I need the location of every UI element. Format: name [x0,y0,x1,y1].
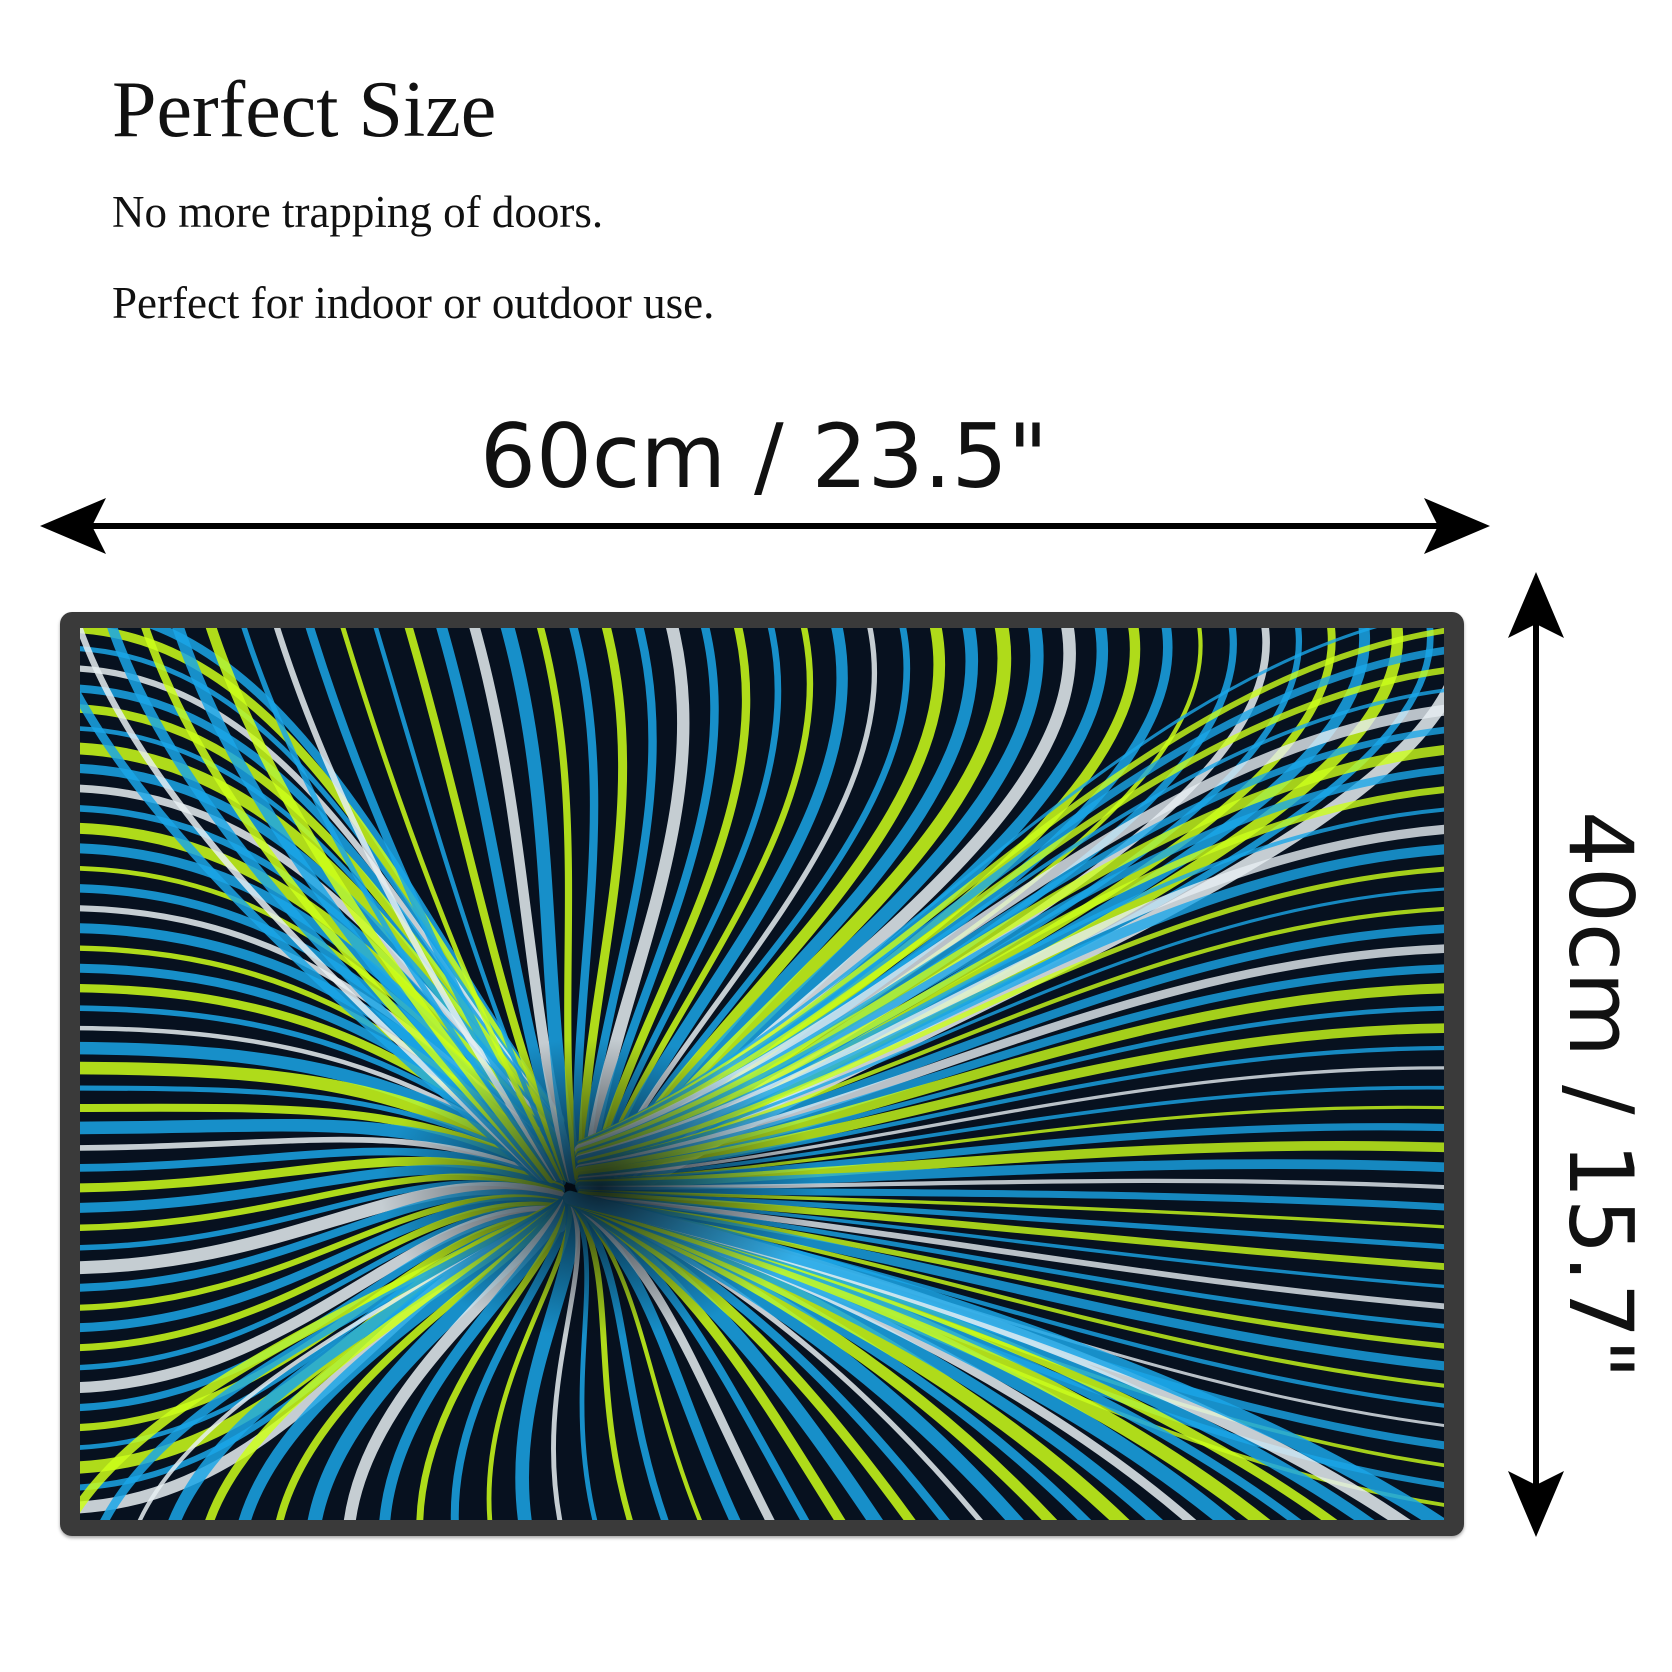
pattern-stripe [645,684,1444,1185]
vortex-shade [380,1038,820,1338]
width-dimension-label: 60cm / 23.5" [479,405,1049,508]
height-dimension-label: 40cm / 15.7" [1549,810,1652,1380]
height-arrow-icon [1508,572,1564,1537]
width-arrow-icon [40,498,1490,554]
page-title: Perfect Size [112,66,497,154]
door-mat [60,612,1464,1536]
feature-text-doors: No more trapping of doors. [112,187,604,237]
swirl-pattern-image [80,628,1444,1520]
feature-text-use: Perfect for indoor or outdoor use. [112,278,715,328]
mat-pattern [80,628,1444,1520]
